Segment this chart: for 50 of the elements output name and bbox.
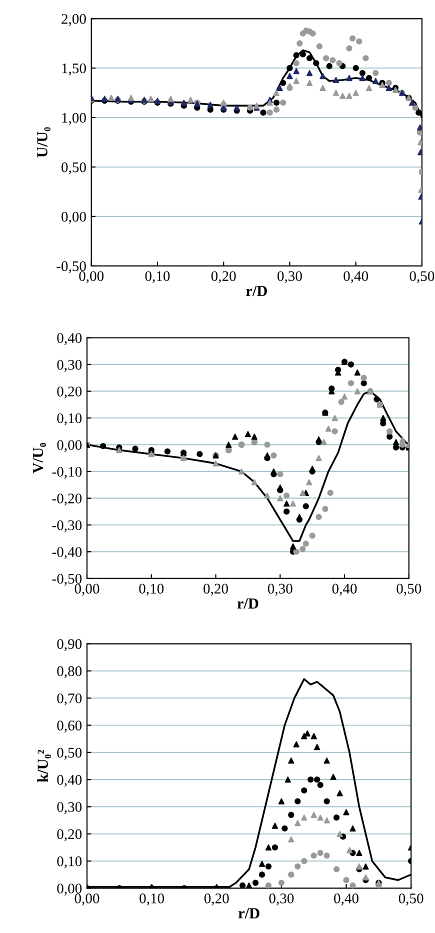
y-tick-label: 0,80: [57, 666, 82, 678]
y-tick-label: -0,50: [56, 261, 86, 274]
y-tick-label: -0,10: [52, 466, 82, 479]
x-tick-label: 0,10: [139, 584, 164, 596]
x-tick-label: 0,50: [396, 584, 422, 596]
y-tick-label: 2,00: [62, 14, 86, 26]
y-tick-label: 0,90: [57, 639, 82, 652]
x-tick-label: 0,50: [398, 894, 424, 906]
y-axis-title: V/U₀: [32, 443, 46, 474]
y-tick-label: 0,40: [57, 333, 82, 346]
x-tick-label: 0,30: [269, 894, 294, 906]
y-tick-label: 0,00: [57, 884, 82, 896]
x-tick-label: 0,40: [344, 271, 368, 284]
y-tick-label: 0,10: [57, 413, 82, 426]
y-tick-label: 0,20: [57, 386, 82, 399]
y-tick-label: -0,40: [52, 547, 82, 560]
y-tick-label: 0,00: [62, 212, 86, 224]
x-tick-label: 0,40: [334, 894, 358, 906]
y-tick-label: -0,30: [52, 520, 82, 532]
y-tick-label: 0,50: [62, 162, 86, 174]
y-tick-label: 1,50: [62, 63, 86, 76]
x-tick-label: 0,30: [278, 271, 302, 284]
x-tick-label: 0,50: [410, 271, 434, 284]
y-axis-title: k/U₀²: [37, 750, 51, 782]
x-axis-title: r/D: [237, 598, 258, 609]
x-tick-label: 0,40: [332, 584, 357, 596]
y-tick-label: 0,30: [57, 360, 82, 372]
y-tick-label: 0,70: [57, 693, 82, 706]
x-tick-label: 0,30: [268, 584, 292, 596]
y-tick-label: -0,20: [52, 494, 82, 506]
x-tick-label: 0,00: [79, 271, 104, 284]
x-tick-label: 0,00: [74, 894, 100, 906]
y-tick-label: 0,30: [57, 802, 82, 814]
y-tick-label: 0,40: [57, 774, 82, 787]
y-tick-label: 1,00: [62, 112, 86, 125]
y-axis-title: U/U₀: [37, 127, 50, 158]
x-tick-label: 0,10: [145, 271, 170, 284]
y-tick-label: 0,20: [57, 829, 82, 842]
x-axis-title: r/D: [238, 908, 260, 918]
y-tick-label: 0,60: [57, 720, 82, 733]
x-tick-label: 0,00: [74, 584, 100, 596]
x-tick-label: 0,10: [140, 894, 164, 906]
y-tick-label: 0,10: [57, 856, 82, 868]
y-tick-label: 0,00: [57, 440, 82, 452]
y-tick-label: -0,50: [52, 574, 82, 586]
x-tick-label: 0,20: [211, 271, 236, 284]
x-tick-label: 0,20: [204, 894, 229, 906]
x-tick-label: 0,20: [204, 584, 228, 596]
y-tick-label: 0,50: [57, 748, 82, 760]
x-axis-title: r/D: [246, 286, 267, 296]
